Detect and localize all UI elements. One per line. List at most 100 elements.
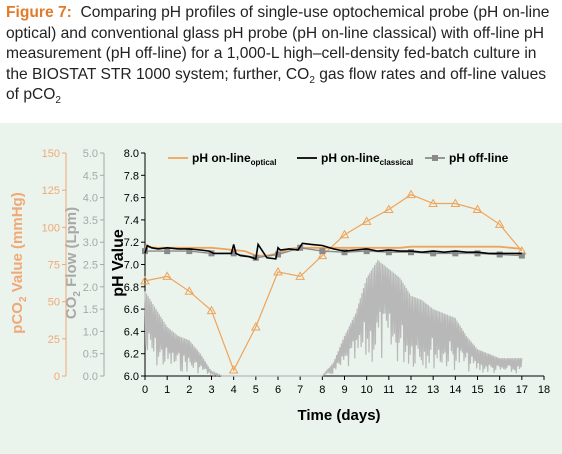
pco2-point — [361, 216, 372, 225]
co2-flow-tick-label: 0.5 — [83, 349, 98, 361]
pco2-tick-label: 75 — [48, 260, 60, 272]
ph-offline-point — [208, 250, 215, 257]
legend-label-sub: optical — [251, 158, 277, 167]
x-tick-label: 2 — [186, 384, 192, 396]
ph-tick-label: 6.2 — [124, 349, 139, 361]
series-ph-offline-line — [145, 247, 522, 259]
ph-profile-chart: pCO2 Value (mmHg) CO2 Flow (Lpm) pH Valu… — [9, 148, 550, 424]
pco2-point — [450, 198, 461, 208]
x-tick-label: 12 — [405, 384, 417, 396]
series-pco2-line — [144, 193, 523, 372]
pco2-axis-title-main: pCO — [9, 302, 26, 334]
co2-flow-tick-label: 5.0 — [83, 148, 98, 160]
co2-flow-tick-label: 0.0 — [83, 371, 98, 383]
legend-label: pH off-line — [449, 151, 509, 165]
pco2-point — [184, 286, 195, 295]
caption-text-2: gas flow rates and off-line values of pC… — [6, 65, 547, 104]
caption-subscript-1: 2 — [309, 74, 315, 86]
chart-panel: pCO2 Value (mmHg) CO2 Flow (Lpm) pH Valu… — [0, 123, 562, 454]
ph-tick-label: 6.8 — [124, 282, 139, 294]
co2-flow-tick-label: 4.0 — [83, 193, 98, 205]
pco2-axis-title: pCO2 Value (mmHg) — [9, 192, 29, 333]
co2-flow-tick-label: 3.5 — [83, 215, 98, 227]
ph-offline-point — [275, 251, 281, 258]
co2-flow-tick-label: 1.5 — [83, 304, 98, 316]
pco2-point — [228, 365, 239, 374]
ph-tick-label: 7.8 — [124, 170, 139, 182]
pco2-point — [494, 219, 505, 228]
pco2-point — [428, 198, 439, 208]
pco2-axis-title-rest: Value (mmHg) — [9, 192, 26, 296]
co2-axis-title-rest: Flow (Lpm) — [63, 207, 80, 291]
x-tick-label: 3 — [208, 384, 214, 396]
ph-axis-title: pH Value — [110, 229, 127, 297]
x-tick-label: 4 — [231, 384, 237, 396]
ph-offline-point — [230, 250, 237, 257]
ph-offline-point — [164, 248, 171, 255]
series-co2-flow-line — [144, 259, 523, 378]
ph-tick-label: 7.2 — [124, 237, 139, 249]
pco2-point — [406, 189, 416, 199]
ph-offline-point — [474, 250, 481, 257]
pco2-point — [339, 229, 350, 239]
x-tick-label: 13 — [427, 384, 439, 396]
pco2-point — [162, 271, 173, 280]
x-tick-label: 16 — [494, 384, 506, 396]
legend-label: pH on-lineclassical — [321, 151, 413, 167]
caption-text: Comparing pH profiles of single-use opto… — [6, 4, 550, 83]
ph-tick-label: 7.6 — [124, 193, 139, 205]
pco2-axis-title-sub: 2 — [18, 296, 29, 302]
pco2-tick-label: 150 — [42, 148, 60, 160]
pco2-point — [472, 204, 483, 213]
ph-tick-label: 7.0 — [124, 260, 139, 272]
co2-flow-tick-label: 1.0 — [83, 326, 98, 338]
ph-offline-point — [319, 248, 326, 255]
x-tick-label: 7 — [297, 384, 303, 396]
pco2-point — [317, 250, 328, 260]
x-tick-label: 1 — [164, 384, 170, 396]
legend-label-main: pH off-line — [449, 151, 509, 165]
legend: pH on-lineoptical pH on-lineclassical pH o… — [168, 151, 509, 167]
co2-flow-tick-label: 2.0 — [83, 282, 98, 294]
ph-offline-point — [496, 251, 503, 258]
co2-flow-tick-label: 2.5 — [83, 260, 98, 272]
ph-tick-label: 6.4 — [124, 326, 139, 338]
x-tick-label: 5 — [253, 384, 259, 396]
x-tick-label: 8 — [319, 384, 325, 396]
legend-label-sub: classical — [380, 158, 413, 167]
ph-offline-point — [363, 248, 370, 255]
x-tick-label: 9 — [341, 384, 347, 396]
pco2-point — [273, 266, 283, 276]
x-axis-title: Time (days) — [297, 407, 380, 424]
pco2-tick-label: 50 — [48, 297, 60, 309]
pco2-point — [250, 321, 261, 331]
pco2-point — [383, 204, 394, 213]
pco2-tick-label: 125 — [42, 185, 60, 197]
co2-axis-title-main: CO — [63, 296, 80, 319]
ph-offline-point — [430, 250, 437, 257]
pco2-tick-label: 100 — [42, 222, 60, 234]
ph-tick-label: 6.0 — [124, 371, 139, 383]
figure-caption: Figure 7: Comparing pH profiles of singl… — [6, 3, 558, 106]
x-tick-label: 14 — [449, 384, 461, 396]
co2-axis-title-sub: 2 — [72, 291, 83, 297]
ph-tick-label: 8.0 — [124, 148, 139, 160]
legend-label: pH on-lineoptical — [192, 151, 276, 167]
pco2-point — [295, 271, 306, 280]
ph-offline-point — [452, 250, 459, 257]
caption-subscript-2: 2 — [55, 95, 61, 107]
x-tick-label: 0 — [142, 384, 148, 396]
legend-marker — [432, 155, 438, 161]
x-tick-label: 15 — [471, 384, 483, 396]
x-tick-label: 17 — [516, 384, 528, 396]
legend-label-main: pH on-line — [192, 151, 251, 165]
ph-offline-point — [518, 252, 525, 259]
series-ph-optical-line — [144, 245, 522, 257]
pco2-point — [140, 275, 150, 285]
ph-offline-point — [186, 248, 193, 255]
ph-offline-point — [341, 249, 348, 256]
x-tick-label: 18 — [538, 384, 550, 396]
ph-tick-label: 6.6 — [124, 304, 139, 316]
co2-flow-tick-label: 4.5 — [83, 170, 98, 182]
figure-label: Figure 7: — [6, 4, 72, 21]
